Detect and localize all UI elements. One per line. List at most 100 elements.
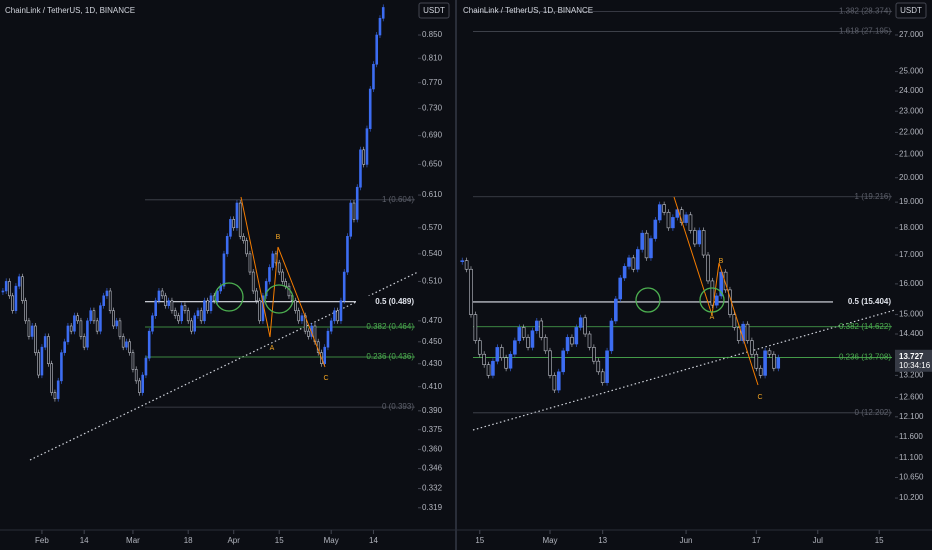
candle-body: [697, 230, 702, 245]
y-tick-label: 25.000: [899, 67, 924, 76]
x-tick-label: 17: [752, 536, 761, 545]
candle-body: [473, 314, 478, 341]
candle-body: [675, 209, 680, 218]
candle-body: [125, 341, 128, 348]
y-tick-label: 13.200: [899, 371, 924, 380]
candle-body: [592, 347, 596, 362]
candle-body: [190, 320, 193, 332]
candle-body: [666, 211, 671, 229]
candle-body: [688, 214, 693, 231]
candle-body: [86, 320, 89, 348]
wave-label: C: [757, 394, 762, 401]
candle-body: [578, 317, 583, 328]
candle-body: [128, 341, 131, 353]
candle-body: [464, 260, 469, 270]
wave-label: A: [270, 345, 275, 352]
candle-body: [50, 363, 53, 393]
candle-body: [264, 281, 268, 297]
candle-body: [121, 336, 125, 348]
y-tick-label: 12.100: [899, 412, 924, 421]
candle-body: [767, 350, 772, 355]
y-tick-label: 0.770: [422, 78, 443, 87]
candle-body: [336, 310, 340, 322]
y-tick-label: 0.850: [422, 30, 443, 39]
candle-body: [719, 271, 723, 297]
candle-body: [141, 374, 144, 393]
candle-body: [43, 336, 47, 348]
candle-body: [618, 277, 623, 300]
y-tick-label: 0.450: [422, 337, 443, 346]
current-price-box: [895, 349, 932, 372]
candle-body: [112, 310, 115, 327]
candle-body: [300, 315, 304, 322]
y-tick-label: 0.570: [422, 223, 443, 232]
x-tick-label: Apr: [227, 536, 240, 545]
fib-label: 0.382 (14.622): [839, 322, 891, 331]
candle-body: [513, 340, 517, 355]
candle-body: [105, 290, 109, 297]
x-tick-label: 18: [184, 536, 193, 545]
candle-body: [701, 230, 706, 256]
y-tick-label: 0.810: [422, 53, 443, 62]
candle-body: [102, 295, 105, 306]
current-price-label: 13.727: [899, 352, 924, 361]
x-tick-label: Jul: [813, 536, 823, 545]
candle-body: [287, 285, 291, 297]
candle-body: [333, 310, 336, 322]
candle-body: [499, 347, 504, 359]
candle-body: [157, 290, 161, 302]
candle-body: [543, 337, 548, 352]
candle-body: [640, 232, 644, 250]
candle-body: [365, 128, 369, 165]
candle-body: [167, 300, 170, 306]
candle-body: [294, 300, 297, 311]
candle-body: [73, 315, 76, 332]
currency-badge: [418, 2, 450, 19]
x-tick-label: Jun: [680, 536, 693, 545]
candle-body: [477, 340, 482, 355]
candle-body: [693, 230, 697, 245]
candle-body: [375, 34, 379, 65]
candle-body: [662, 204, 666, 213]
candle-body: [11, 295, 14, 311]
candle-body: [609, 320, 614, 352]
y-tick-label: 10.650: [899, 473, 924, 482]
candle-body: [710, 280, 715, 306]
y-tick-label: 0.470: [422, 316, 443, 325]
candle-body: [56, 380, 60, 399]
y-tick-label: 0.332: [422, 484, 443, 493]
candle-body: [504, 357, 508, 369]
candle-body: [108, 290, 112, 311]
x-tick-label: 15: [875, 536, 884, 545]
y-tick-label: 0.610: [422, 190, 443, 199]
candle-body: [76, 315, 79, 322]
candle-body: [635, 249, 640, 270]
candle-body: [486, 364, 491, 376]
candle-body: [177, 315, 180, 322]
candle-body: [173, 310, 177, 317]
candle-body: [209, 295, 213, 311]
trendline: [472, 309, 895, 431]
candle-body: [754, 353, 759, 369]
candle-body: [469, 268, 473, 315]
y-tick-label: 11.600: [899, 432, 923, 441]
candle-body: [614, 298, 618, 322]
candle-body: [14, 285, 18, 311]
candle-body: [60, 352, 63, 382]
candle-body: [27, 320, 31, 337]
candle-body: [138, 380, 141, 393]
candle-body: [587, 333, 592, 348]
currency-label: USDT: [900, 6, 922, 15]
candle-body: [277, 262, 281, 273]
y-tick-label: 0.690: [422, 131, 443, 140]
candle-body: [21, 276, 24, 302]
candle-body: [622, 266, 627, 279]
x-tick-label: May: [324, 536, 339, 545]
fib-label: 0.236 (0.436): [366, 352, 414, 361]
y-tick-label: 23.000: [899, 106, 924, 115]
candle-body: [627, 257, 631, 267]
candle-body: [232, 219, 236, 229]
candle-body: [151, 315, 154, 332]
candle-body: [92, 310, 96, 322]
candle-body: [245, 240, 249, 255]
